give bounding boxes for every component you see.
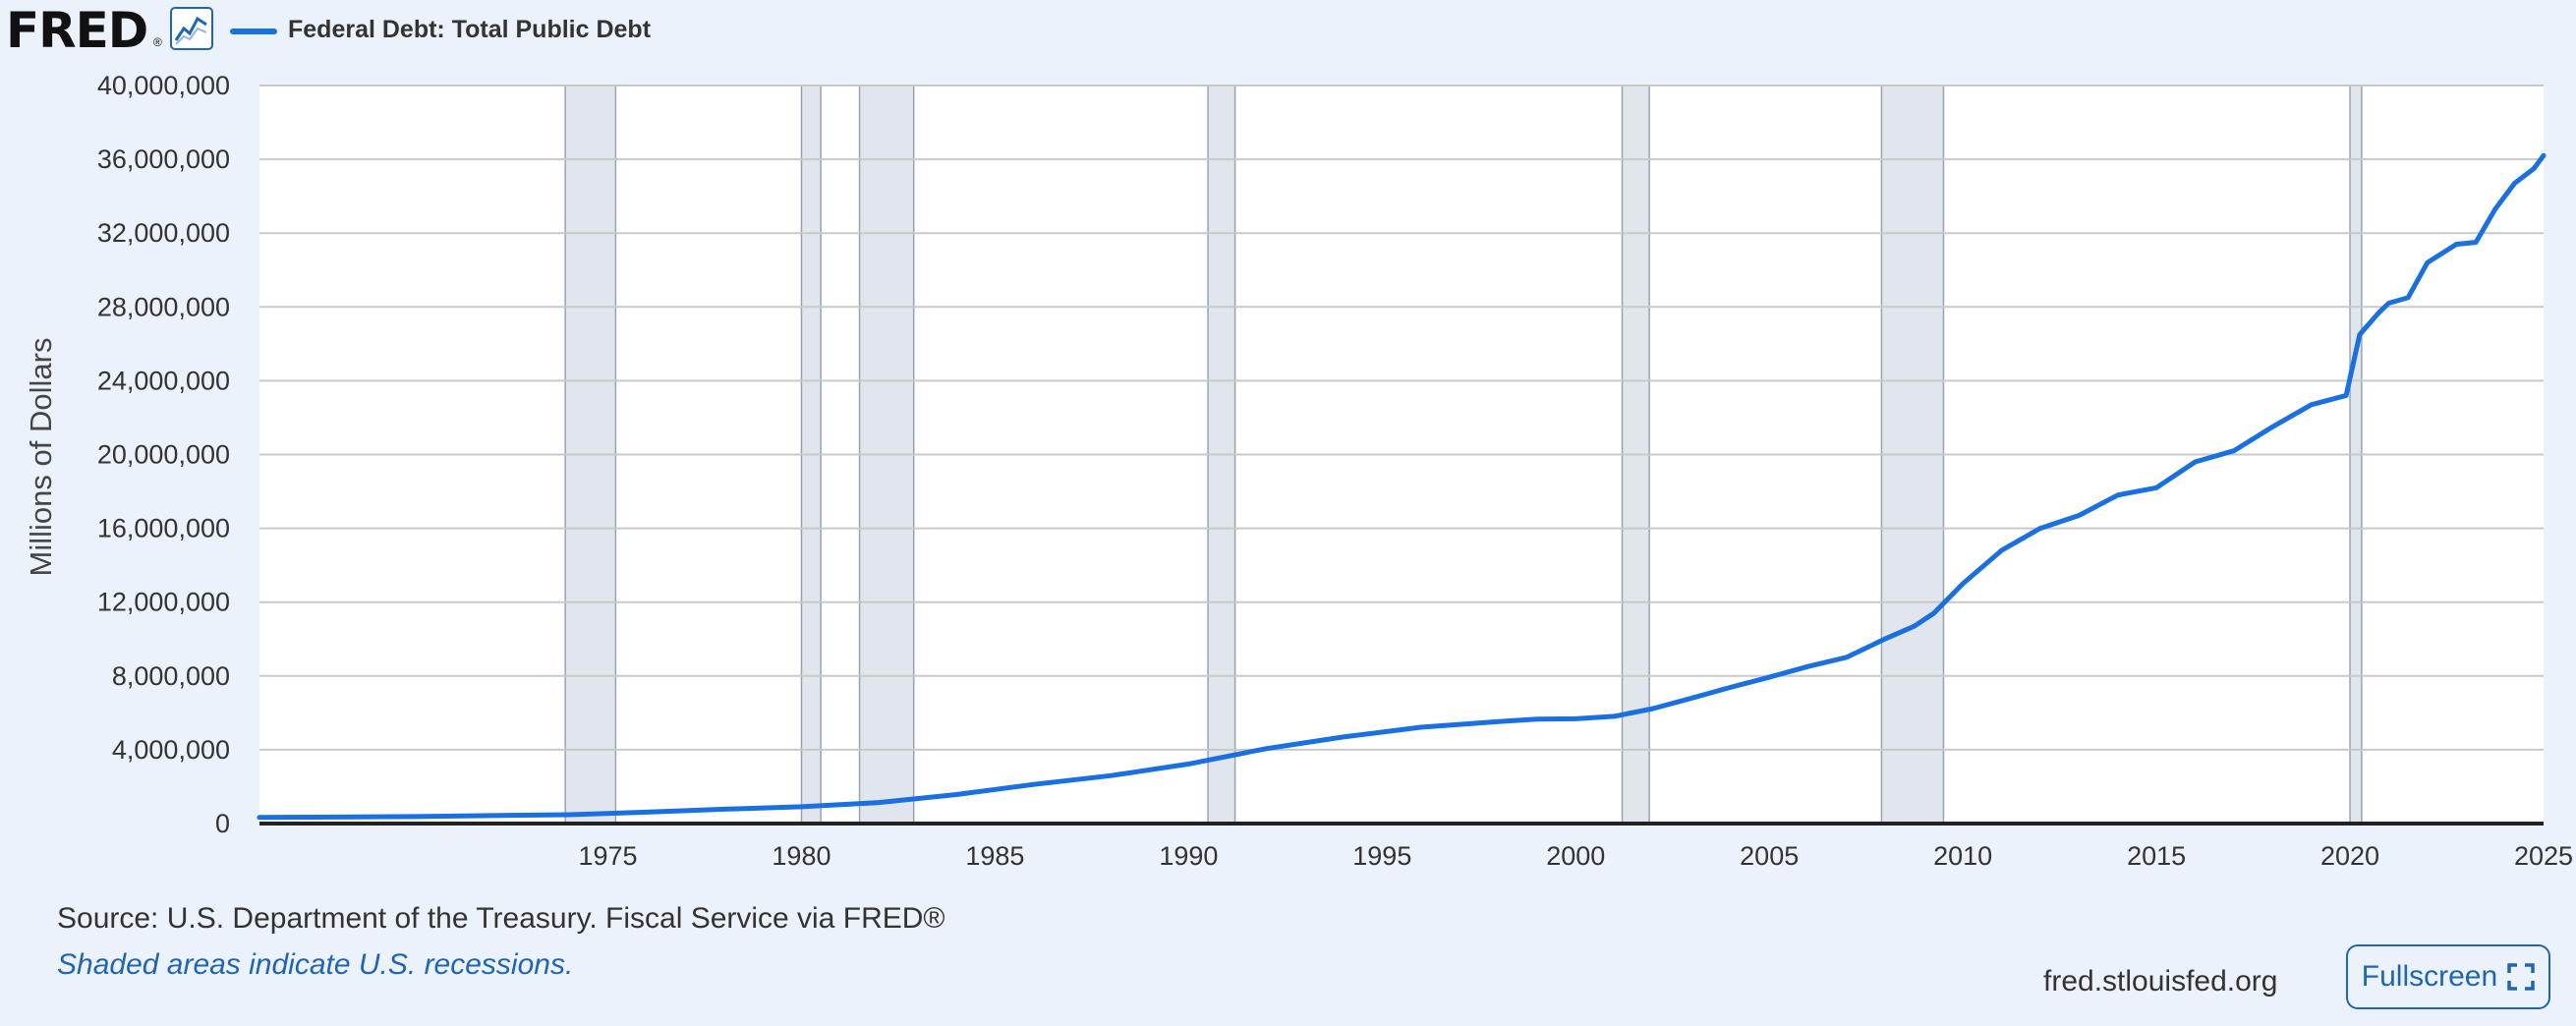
x-tick-label: 2010 <box>1933 841 1992 871</box>
x-tick-label: 2020 <box>2320 841 2379 871</box>
y-tick-label: 28,000,000 <box>97 292 230 321</box>
x-axis-ticks: 1975 1980 1985 1990 1995 2000 2005 2010 2015 2020… <box>578 841 2573 871</box>
site-url[interactable]: fred.stlouisfed.org <box>2043 965 2278 998</box>
source-note: Source: U.S. Department of the Treasury.… <box>57 902 945 935</box>
fullscreen-icon <box>2507 963 2535 991</box>
recession-note: Shaded areas indicate U.S. recessions. <box>57 948 574 981</box>
y-tick-label: 20,000,000 <box>97 440 230 470</box>
x-tick-label: 1995 <box>1352 841 1411 871</box>
x-tick-label: 1975 <box>578 841 637 871</box>
series-layer <box>257 152 2547 821</box>
chart-header: FRED ® Federal Debt: Total Public Debt <box>0 0 1179 59</box>
fullscreen-button[interactable]: Fullscreen <box>2346 944 2550 1009</box>
y-tick-label: 36,000,000 <box>97 144 230 174</box>
legend-swatch <box>230 28 277 34</box>
grid-lines <box>259 85 2544 751</box>
series-title[interactable]: Federal Debt: Total Public Debt <box>288 16 652 43</box>
x-tick-label: 2000 <box>1546 841 1605 871</box>
fullscreen-label: Fullscreen <box>2361 960 2498 993</box>
x-tick-label: 2005 <box>1740 841 1799 871</box>
y-tick-label: 4,000,000 <box>112 735 230 765</box>
x-tick-label: 1980 <box>772 841 830 871</box>
y-tick-label: 32,000,000 <box>97 218 230 248</box>
fred-logo-registered-mark: ® <box>153 35 162 49</box>
y-tick-label: 16,000,000 <box>97 514 230 543</box>
x-tick-label: 1985 <box>965 841 1024 871</box>
x-tick-label: 2015 <box>2127 841 2186 871</box>
y-tick-label: 40,000,000 <box>97 71 230 100</box>
y-axis-ticks: 0 4,000,000 8,000,000 12,000,000 16,000,000 2… <box>97 71 230 838</box>
fred-logo[interactable]: FRED <box>6 2 148 59</box>
line-chart: 0 4,000,000 8,000,000 12,000,000 16,000,000 2… <box>24 71 2573 871</box>
y-tick-label: 0 <box>215 809 230 838</box>
x-tick-label: 2025 <box>2514 841 2573 871</box>
y-tick-label: 8,000,000 <box>112 661 230 691</box>
y-tick-label: 24,000,000 <box>97 366 230 395</box>
series-line <box>257 152 2547 821</box>
y-tick-label: 12,000,000 <box>97 588 230 617</box>
y-axis-label: Millions of Dollars <box>24 338 58 577</box>
line-graph-icon[interactable] <box>170 7 213 50</box>
x-tick-label: 1990 <box>1159 841 1218 871</box>
